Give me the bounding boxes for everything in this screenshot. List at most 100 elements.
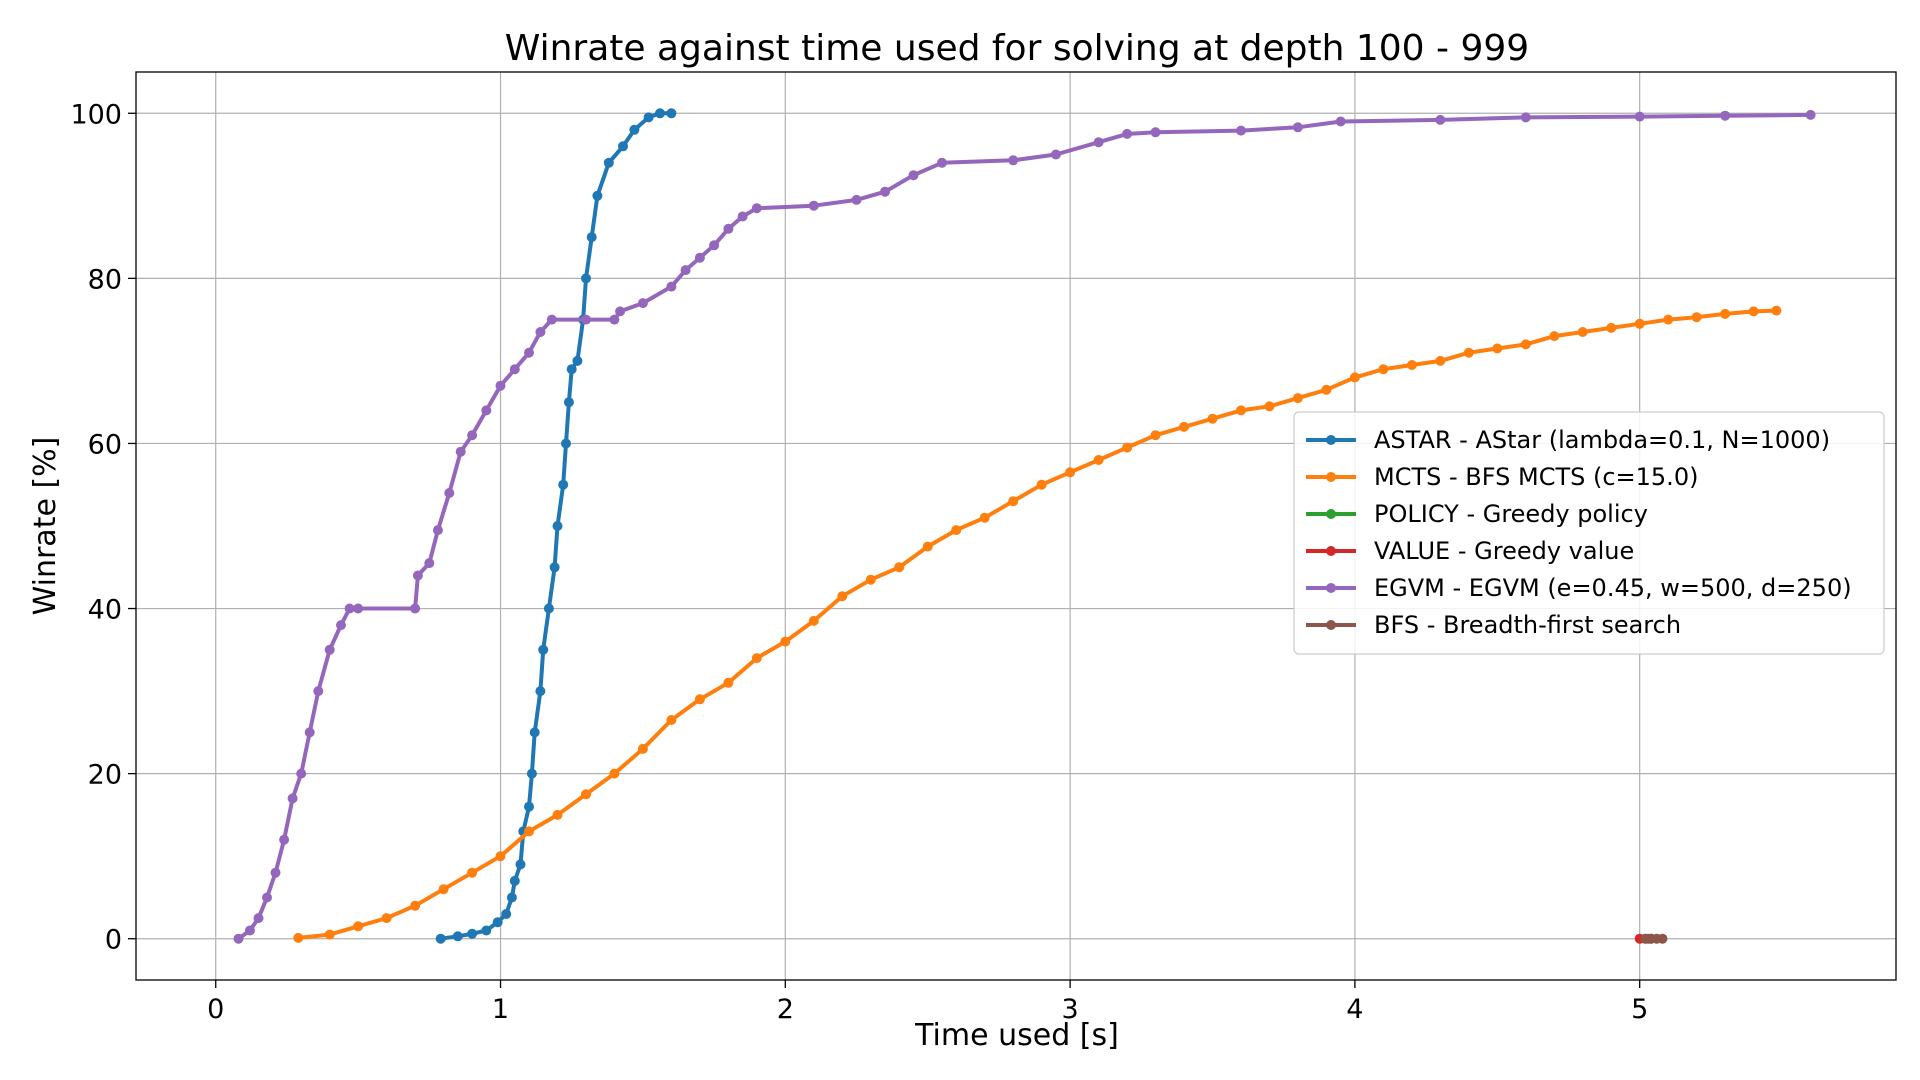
data-point [524, 347, 534, 358]
data-point [1122, 128, 1133, 139]
data-point [424, 558, 435, 569]
legend-box [1293, 411, 1885, 655]
data-point [467, 430, 478, 441]
legend-item: MCTS - BFS MCTS (c=15.0) [1306, 463, 1698, 491]
legend-item: EGVM - EGVM (e=0.45, w=500, d=250) [1306, 574, 1852, 602]
data-point [808, 615, 819, 626]
data-point [561, 438, 571, 449]
data-point [643, 112, 654, 123]
data-point [780, 636, 791, 647]
data-point [1805, 109, 1816, 120]
data-point [481, 405, 492, 416]
data-point [467, 928, 478, 939]
data-point [1435, 114, 1446, 125]
data-point [1065, 467, 1076, 478]
data-point [515, 859, 526, 870]
legend-swatch-marker [1326, 435, 1336, 445]
data-point [467, 867, 478, 878]
data-point [444, 488, 455, 498]
x-tick-label: 5 [1631, 994, 1648, 1025]
y-tick-label: 80 [88, 264, 122, 295]
data-point [865, 574, 876, 585]
data-point [1236, 125, 1246, 136]
legend-label: BFS - Breadth-first search [1374, 611, 1681, 639]
data-point [526, 768, 537, 779]
data-point [293, 932, 304, 943]
data-point [262, 892, 272, 903]
data-point [1207, 413, 1218, 424]
data-point [324, 929, 335, 940]
data-point [304, 727, 315, 738]
data-point [1520, 339, 1531, 350]
data-point [694, 694, 705, 705]
data-point [481, 925, 492, 936]
data-point [495, 380, 506, 391]
legend-item: VALUE - Greedy value [1306, 537, 1634, 565]
plot-frame [135, 71, 1897, 981]
data-point [509, 875, 520, 886]
data-point [1050, 149, 1061, 160]
data-point [637, 743, 648, 754]
data-point [296, 768, 307, 779]
data-point [438, 884, 449, 895]
data-point [1720, 110, 1731, 121]
data-point [655, 108, 665, 119]
data-point [1179, 421, 1189, 432]
data-point [270, 867, 281, 878]
data-point [552, 521, 563, 531]
data-point [609, 768, 620, 779]
data-point [324, 644, 335, 655]
data-point [336, 620, 346, 631]
data-point [1292, 122, 1303, 133]
data-point [709, 240, 720, 251]
data-point [558, 479, 569, 490]
legend-swatch-marker [1326, 546, 1336, 556]
data-point [592, 190, 603, 201]
data-point [452, 931, 463, 942]
data-point [723, 677, 734, 688]
data-point [509, 364, 520, 375]
data-point [581, 789, 591, 800]
data-point [723, 223, 734, 234]
y-tick-label: 40 [88, 595, 122, 626]
legend-item: ASTAR - AStar (lambda=0.1, N=1000) [1306, 426, 1830, 454]
data-point [353, 603, 364, 614]
data-point [344, 603, 355, 614]
data-point [666, 715, 677, 725]
data-point [694, 252, 705, 263]
data-point [629, 124, 640, 135]
data-point [1549, 331, 1560, 342]
data-point [313, 686, 324, 697]
x-tick-label: 0 [207, 994, 224, 1025]
data-point [1606, 322, 1617, 333]
data-point [1093, 137, 1104, 148]
x-tick-label: 2 [777, 994, 794, 1025]
data-point [1378, 364, 1389, 375]
y-tick-label: 60 [88, 429, 122, 460]
data-point [529, 727, 540, 738]
data-point [1435, 355, 1446, 366]
data-point [535, 327, 546, 337]
data-point [412, 570, 423, 581]
data-point [937, 157, 947, 168]
data-point [922, 541, 933, 552]
data-point [455, 446, 466, 457]
data-point [253, 913, 264, 924]
data-point [543, 603, 554, 614]
x-tick-label: 1 [492, 994, 509, 1025]
data-point [233, 933, 244, 944]
data-point [1577, 327, 1588, 337]
data-point [572, 355, 583, 366]
data-point [680, 265, 691, 276]
data-point [1657, 933, 1668, 944]
legend-label: POLICY - Greedy policy [1374, 500, 1648, 528]
legend-swatch-marker [1326, 583, 1336, 593]
data-point [1691, 312, 1702, 323]
data-point [1406, 360, 1417, 370]
data-point [563, 397, 574, 408]
legend-swatch-marker [1326, 472, 1336, 482]
data-point [808, 200, 819, 211]
data-point [546, 314, 557, 325]
data-point [566, 364, 577, 375]
data-point [851, 194, 862, 205]
